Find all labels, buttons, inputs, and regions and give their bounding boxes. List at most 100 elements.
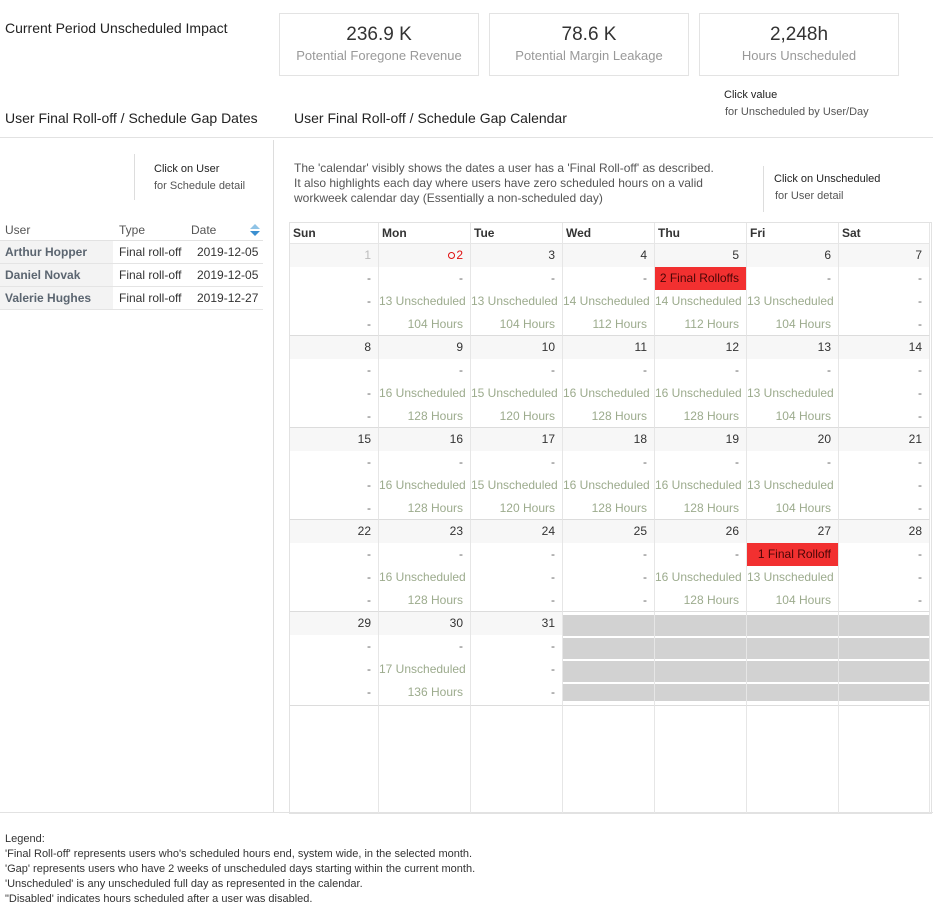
weekday-label: Mon: [382, 226, 407, 240]
rolloff: -: [367, 363, 371, 377]
unscheduled[interactable]: 15 Unscheduled: [471, 386, 558, 400]
unscheduled[interactable]: 13 Unscheduled: [747, 570, 834, 584]
sort-icon[interactable]: [250, 224, 260, 236]
hint-title: Click on User: [154, 163, 220, 175]
description: The 'calendar' visibly shows the dates a…: [294, 161, 714, 206]
rolloff: -: [459, 363, 463, 377]
rolloff[interactable]: 1 Final Rolloff: [747, 543, 838, 566]
user-name: Valerie Hughes: [5, 291, 92, 305]
day-cell: 3 - 13 Unscheduled 104 Hours: [471, 244, 563, 336]
unscheduled[interactable]: 16 Unscheduled: [655, 478, 742, 492]
hint-subtitle: for User detail: [775, 190, 844, 202]
day-number: 3: [471, 244, 562, 267]
day-number: 26: [655, 520, 746, 543]
day-number: 25: [563, 520, 654, 543]
unscheduled[interactable]: 16 Unscheduled: [655, 386, 742, 400]
day-number: 16: [379, 428, 470, 451]
day-label: 26: [725, 524, 739, 538]
table-row[interactable]: Arthur Hopper Final roll-off 2019-12-05: [0, 241, 263, 264]
unscheduled[interactable]: 16 Unscheduled: [379, 570, 466, 584]
day-number: 17: [471, 428, 562, 451]
day-label: 5: [732, 248, 739, 262]
day-cell: 7 - - -: [839, 244, 930, 336]
rolloff: -: [643, 547, 647, 561]
day-cell: 2 - 13 Unscheduled 104 Hours: [379, 244, 471, 336]
rolloff: -: [827, 455, 831, 469]
hint-title: Click value: [724, 89, 778, 101]
unscheduled[interactable]: 16 Unscheduled: [563, 478, 650, 492]
hint-subtitle: for Unscheduled by User/Day: [725, 106, 869, 118]
hours: -: [367, 501, 371, 515]
hours: -: [918, 317, 922, 331]
table-row[interactable]: Daniel Novak Final roll-off 2019-12-05: [0, 264, 263, 287]
day-number: 20: [747, 428, 838, 451]
rolloff: -: [551, 271, 555, 285]
weekday-label: Tue: [474, 226, 495, 240]
day-number: 19: [655, 428, 746, 451]
day-cell: [563, 612, 655, 706]
rolloff: -: [551, 547, 555, 561]
unscheduled[interactable]: 13 Unscheduled: [471, 294, 558, 308]
day-label: 3: [548, 248, 555, 262]
divider: [273, 140, 274, 812]
unscheduled: -: [367, 386, 371, 400]
day-number: 27: [747, 520, 838, 543]
day-number: 9: [379, 336, 470, 359]
kpi-card[interactable]: 236.9 K Potential Foregone Revenue: [279, 13, 479, 76]
cell-bg: [0, 241, 113, 263]
hours: 128 Hours: [407, 501, 463, 515]
rolloff: -: [367, 547, 371, 561]
day-label: 9: [456, 340, 463, 354]
day-cell: 30 - 17 Unscheduled 136 Hours: [379, 612, 471, 706]
unscheduled[interactable]: 13 Unscheduled: [747, 478, 834, 492]
weekday-header: [563, 223, 655, 244]
rolloff[interactable]: 2 Final Rolloffs: [655, 267, 746, 290]
disabled-block: [747, 684, 838, 701]
unscheduled[interactable]: 16 Unscheduled: [563, 386, 650, 400]
day-cell: [839, 612, 930, 706]
unscheduled[interactable]: 14 Unscheduled: [563, 294, 650, 308]
day-cell: [747, 612, 839, 706]
day-label: 20: [817, 432, 831, 446]
rolloff: -: [918, 455, 922, 469]
hours: -: [918, 501, 922, 515]
table-row[interactable]: Valerie Hughes Final roll-off 2019-12-27: [0, 287, 263, 310]
disabled-block: [563, 615, 654, 636]
user-name: Daniel Novak: [5, 268, 81, 282]
unscheduled[interactable]: 16 Unscheduled: [655, 570, 742, 584]
rolloff: -: [918, 363, 922, 377]
disabled-block: [747, 661, 838, 682]
rolloff: -: [735, 547, 739, 561]
day-cell: 20 - 13 Unscheduled 104 Hours: [747, 428, 839, 520]
unscheduled[interactable]: 13 Unscheduled: [379, 294, 466, 308]
day-label: 22: [357, 524, 371, 538]
kpi-card[interactable]: 2,248h Hours Unscheduled: [699, 13, 899, 76]
unscheduled[interactable]: 14 Unscheduled: [655, 294, 742, 308]
legend: Legend: 'Final Roll-off' represents users…: [5, 832, 475, 907]
legend-line: Legend:: [5, 833, 45, 845]
hours: 120 Hours: [499, 409, 555, 423]
unscheduled[interactable]: 13 Unscheduled: [747, 386, 834, 400]
hours: 112 Hours: [684, 317, 739, 331]
day-cell: 5 2 Final Rolloffs 14 Unscheduled 112 Hours: [655, 244, 747, 336]
unscheduled[interactable]: 15 Unscheduled: [471, 478, 558, 492]
disabled-block: [747, 615, 838, 636]
day-label: 29: [357, 616, 371, 630]
today-marker: [448, 252, 456, 260]
kpi-card[interactable]: 78.6 K Potential Margin Leakage: [489, 13, 689, 76]
unscheduled[interactable]: 16 Unscheduled: [379, 386, 466, 400]
unscheduled: -: [643, 570, 647, 584]
column-header: Date: [191, 223, 217, 237]
day-cell: 4 - 14 Unscheduled 112 Hours: [563, 244, 655, 336]
unscheduled: -: [367, 478, 371, 492]
rolloff: -: [643, 363, 647, 377]
day-label: 2: [456, 248, 463, 262]
day-label: 25: [633, 524, 647, 538]
day-cell: 31 - - -: [471, 612, 563, 706]
day-number: 2: [379, 244, 470, 267]
unscheduled[interactable]: 17 Unscheduled: [379, 662, 466, 676]
disabled-block: [563, 638, 654, 659]
unscheduled: -: [551, 662, 555, 676]
unscheduled[interactable]: 13 Unscheduled: [747, 294, 834, 308]
unscheduled[interactable]: 16 Unscheduled: [379, 478, 466, 492]
